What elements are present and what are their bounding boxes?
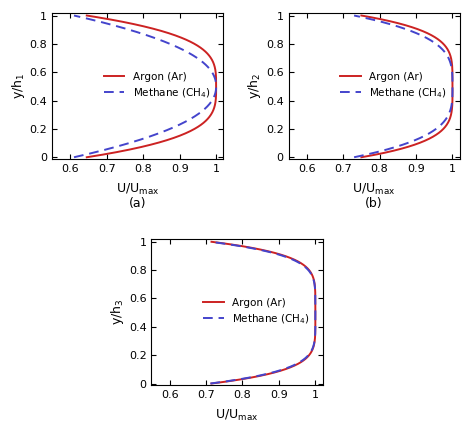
Y-axis label: y/h$_2$: y/h$_2$ bbox=[246, 73, 263, 99]
Methane (CH$_4$) bbox=[367, 16, 373, 22]
Methane (CH$_4$) bbox=[232, 243, 237, 248]
Methane (CH$_4$) bbox=[71, 13, 77, 18]
Methane (CH$_4$) bbox=[312, 297, 318, 302]
Legend: Argon (Ar), Methane (CH$_4$): Argon (Ar), Methane (CH$_4$) bbox=[199, 294, 314, 330]
Methane (CH$_4$) bbox=[213, 87, 219, 92]
Argon (Ar) bbox=[358, 155, 364, 160]
Methane (CH$_4$) bbox=[208, 239, 213, 244]
Argon (Ar) bbox=[209, 381, 214, 386]
Methane (CH$_4$) bbox=[210, 70, 215, 75]
Argon (Ar) bbox=[312, 297, 318, 302]
Line: Argon (Ar): Argon (Ar) bbox=[87, 16, 216, 157]
Argon (Ar) bbox=[312, 304, 318, 309]
Line: Methane (CH$_4$): Methane (CH$_4$) bbox=[354, 16, 453, 157]
Methane (CH$_4$) bbox=[312, 313, 318, 318]
Argon (Ar) bbox=[438, 38, 443, 44]
Argon (Ar) bbox=[358, 13, 364, 18]
Methane (CH$_4$) bbox=[429, 38, 435, 44]
Text: U/U$_\mathrm{max}$: U/U$_\mathrm{max}$ bbox=[116, 182, 159, 197]
Methane (CH$_4$) bbox=[213, 88, 219, 93]
Methane (CH$_4$) bbox=[312, 314, 318, 319]
Argon (Ar) bbox=[450, 87, 456, 92]
Legend: Argon (Ar), Methane (CH$_4$): Argon (Ar), Methane (CH$_4$) bbox=[336, 68, 451, 104]
Argon (Ar) bbox=[213, 70, 219, 75]
Methane (CH$_4$) bbox=[86, 16, 91, 22]
Methane (CH$_4$) bbox=[71, 155, 77, 160]
Argon (Ar) bbox=[450, 78, 456, 83]
Methane (CH$_4$) bbox=[213, 78, 219, 83]
Argon (Ar) bbox=[233, 243, 239, 248]
Methane (CH$_4$) bbox=[312, 304, 318, 309]
Argon (Ar) bbox=[213, 88, 219, 93]
Methane (CH$_4$) bbox=[450, 87, 456, 92]
Text: U/U$_\mathrm{max}$: U/U$_\mathrm{max}$ bbox=[215, 408, 259, 423]
Argon (Ar) bbox=[450, 88, 456, 93]
Text: (b): (b) bbox=[365, 197, 383, 210]
Argon (Ar) bbox=[213, 78, 219, 83]
Methane (CH$_4$) bbox=[160, 38, 166, 44]
Legend: Argon (Ar), Methane (CH$_4$): Argon (Ar), Methane (CH$_4$) bbox=[100, 68, 215, 104]
Argon (Ar) bbox=[312, 313, 318, 318]
Methane (CH$_4$) bbox=[450, 88, 456, 93]
Text: (a): (a) bbox=[129, 197, 146, 210]
Line: Methane (CH$_4$): Methane (CH$_4$) bbox=[210, 242, 315, 384]
Argon (Ar) bbox=[186, 38, 192, 44]
Argon (Ar) bbox=[312, 314, 318, 319]
Argon (Ar) bbox=[304, 265, 310, 270]
Methane (CH$_4$) bbox=[449, 70, 455, 75]
Methane (CH$_4$) bbox=[351, 155, 357, 160]
Argon (Ar) bbox=[104, 16, 110, 22]
Y-axis label: y/h$_1$: y/h$_1$ bbox=[10, 72, 27, 99]
Argon (Ar) bbox=[209, 239, 214, 244]
Argon (Ar) bbox=[213, 87, 219, 92]
Argon (Ar) bbox=[84, 155, 90, 160]
Line: Argon (Ar): Argon (Ar) bbox=[211, 242, 315, 384]
Methane (CH$_4$) bbox=[303, 265, 309, 270]
Y-axis label: y/h$_3$: y/h$_3$ bbox=[109, 299, 126, 325]
Argon (Ar) bbox=[450, 70, 456, 75]
Methane (CH$_4$) bbox=[450, 78, 456, 83]
Text: U/U$_\mathrm{max}$: U/U$_\mathrm{max}$ bbox=[353, 182, 396, 197]
Methane (CH$_4$) bbox=[351, 13, 357, 18]
Line: Argon (Ar): Argon (Ar) bbox=[361, 16, 453, 157]
Argon (Ar) bbox=[84, 13, 90, 18]
Methane (CH$_4$) bbox=[208, 381, 213, 386]
Argon (Ar) bbox=[377, 16, 383, 22]
Line: Methane (CH$_4$): Methane (CH$_4$) bbox=[74, 16, 216, 157]
